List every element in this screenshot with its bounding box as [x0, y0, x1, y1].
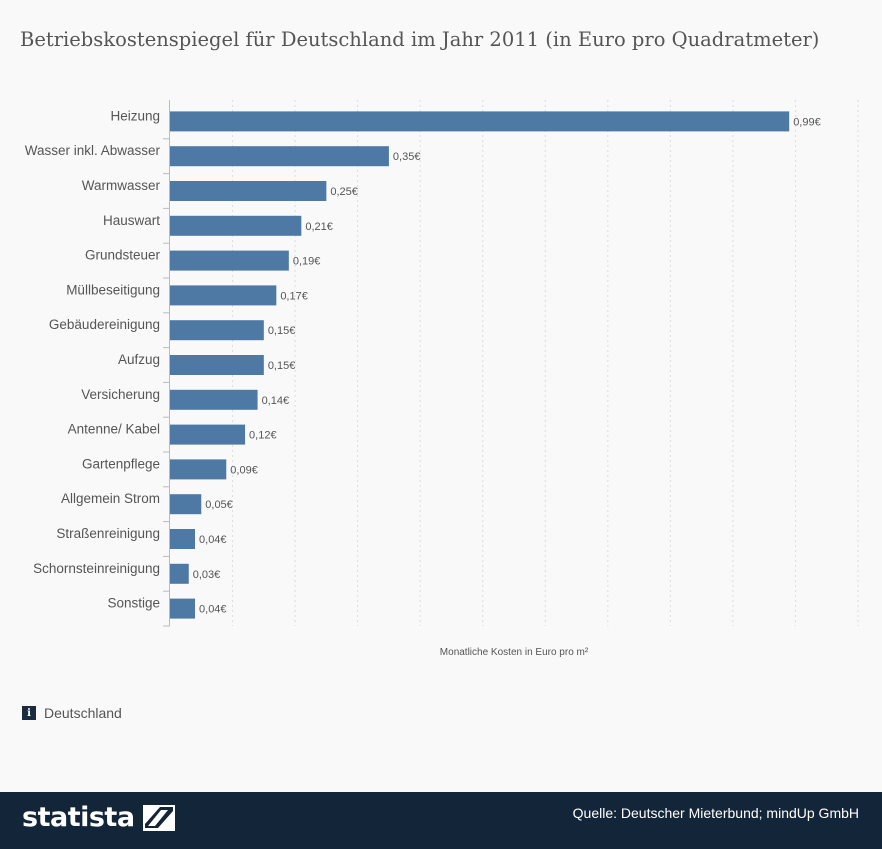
category-label: Schornsteinreinigung: [33, 561, 160, 576]
grid-lines: [232, 100, 859, 626]
logo-text: statista: [22, 802, 135, 833]
bar[interactable]: [170, 285, 277, 306]
value-label: 0,03€: [193, 569, 221, 581]
bar[interactable]: [170, 215, 302, 236]
bar[interactable]: [170, 111, 790, 132]
bar[interactable]: [170, 146, 389, 167]
bar[interactable]: [170, 355, 264, 375]
bar[interactable]: [170, 320, 264, 341]
value-label: 0,14€: [262, 395, 290, 407]
bar[interactable]: [170, 529, 196, 549]
bar-chart: Heizung Wasser inkl. Abwasser Warmwasser Ha…: [25, 100, 859, 658]
value-label: 0,21€: [305, 221, 333, 233]
category-label: Straßenreinigung: [56, 526, 160, 541]
chart-title: Betriebskostenspiegel für Deutschland im…: [20, 28, 820, 51]
bar[interactable]: [170, 563, 189, 584]
value-label: 0,15€: [268, 325, 296, 337]
x-axis-label: Monatliche Kosten in Euro pro m²: [440, 647, 589, 658]
bar[interactable]: [170, 181, 327, 201]
bar[interactable]: [170, 459, 227, 480]
y-axis-ticks: [163, 138, 170, 627]
value-label: 0,09€: [230, 464, 258, 476]
value-label: 0,99€: [793, 116, 821, 128]
bar[interactable]: [170, 494, 202, 515]
category-label: Sonstige: [107, 596, 160, 611]
value-label: 0,19€: [293, 256, 321, 268]
source-text: Quelle: Deutscher Mieterbund; mindUp Gmb…: [572, 805, 859, 821]
category-label: Gebäudereinigung: [49, 317, 160, 332]
value-label: 0,05€: [205, 499, 233, 511]
value-label: 0,04€: [199, 604, 227, 616]
value-label: 0,35€: [393, 151, 421, 163]
logo-icon: [142, 804, 175, 831]
category-label: Müllbeseitigung: [66, 282, 160, 297]
category-label: Heizung: [110, 108, 160, 123]
category-label: Hauswart: [103, 213, 160, 228]
category-label: Antenne/ Kabel: [68, 422, 160, 437]
category-label: Versicherung: [81, 387, 160, 402]
info-row: i Deutschland: [22, 705, 122, 721]
category-label: Wasser inkl. Abwasser: [25, 143, 161, 158]
category-label: Grundsteuer: [85, 248, 161, 263]
value-label: 0,17€: [280, 290, 308, 302]
value-labels: 0,99€ 0,35€ 0,25€ 0,21€ 0,19€ 0,17€ 0,15€ 0,15€…: [193, 116, 821, 615]
value-label: 0,12€: [249, 430, 277, 442]
bar[interactable]: [170, 598, 196, 619]
bar[interactable]: [170, 250, 289, 271]
info-icon[interactable]: i: [22, 706, 36, 720]
info-label: Deutschland: [44, 705, 122, 721]
footer: statista Quelle: Deutscher Mieterbund; m…: [0, 792, 882, 849]
bar[interactable]: [170, 424, 246, 445]
category-label: Gartenpflege: [82, 456, 160, 471]
category-label: Warmwasser: [82, 178, 161, 193]
value-label: 0,04€: [199, 534, 227, 546]
bar[interactable]: [170, 389, 258, 410]
value-label: 0,25€: [330, 186, 358, 198]
value-label: 0,15€: [268, 360, 296, 372]
category-label: Allgemein Strom: [61, 491, 160, 506]
category-labels: Heizung Wasser inkl. Abwasser Warmwasser Ha…: [25, 108, 161, 610]
bars: [170, 111, 790, 619]
category-label: Aufzug: [118, 352, 160, 367]
statista-logo[interactable]: statista: [22, 802, 175, 833]
